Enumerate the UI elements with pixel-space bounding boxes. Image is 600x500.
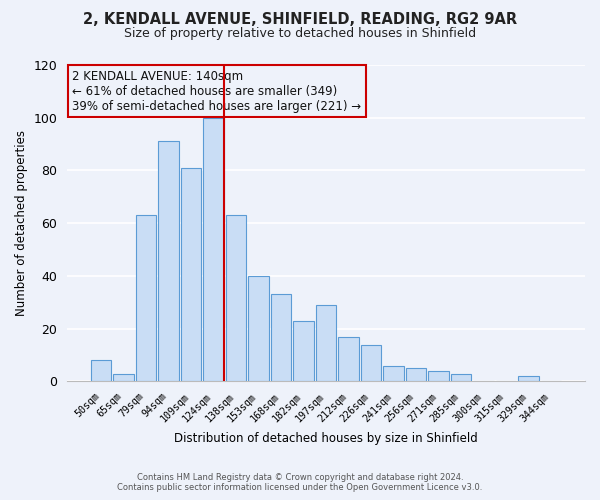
Text: 2, KENDALL AVENUE, SHINFIELD, READING, RG2 9AR: 2, KENDALL AVENUE, SHINFIELD, READING, R…: [83, 12, 517, 28]
Bar: [316, 305, 337, 382]
Bar: [518, 376, 539, 382]
Bar: [136, 216, 157, 382]
Bar: [203, 118, 224, 382]
Text: Size of property relative to detached houses in Shinfield: Size of property relative to detached ho…: [124, 28, 476, 40]
Bar: [158, 142, 179, 382]
Bar: [338, 336, 359, 382]
Text: Contains HM Land Registry data © Crown copyright and database right 2024.
Contai: Contains HM Land Registry data © Crown c…: [118, 473, 482, 492]
Bar: [248, 276, 269, 382]
Bar: [428, 371, 449, 382]
Text: 2 KENDALL AVENUE: 140sqm
← 61% of detached houses are smaller (349)
39% of semi-: 2 KENDALL AVENUE: 140sqm ← 61% of detach…: [73, 70, 361, 112]
Bar: [383, 366, 404, 382]
Y-axis label: Number of detached properties: Number of detached properties: [15, 130, 28, 316]
Bar: [91, 360, 112, 382]
Bar: [451, 374, 472, 382]
Bar: [361, 344, 382, 382]
Bar: [113, 374, 134, 382]
Bar: [293, 321, 314, 382]
Bar: [271, 294, 292, 382]
Bar: [181, 168, 202, 382]
X-axis label: Distribution of detached houses by size in Shinfield: Distribution of detached houses by size …: [174, 432, 478, 445]
Bar: [406, 368, 427, 382]
Bar: [226, 216, 247, 382]
